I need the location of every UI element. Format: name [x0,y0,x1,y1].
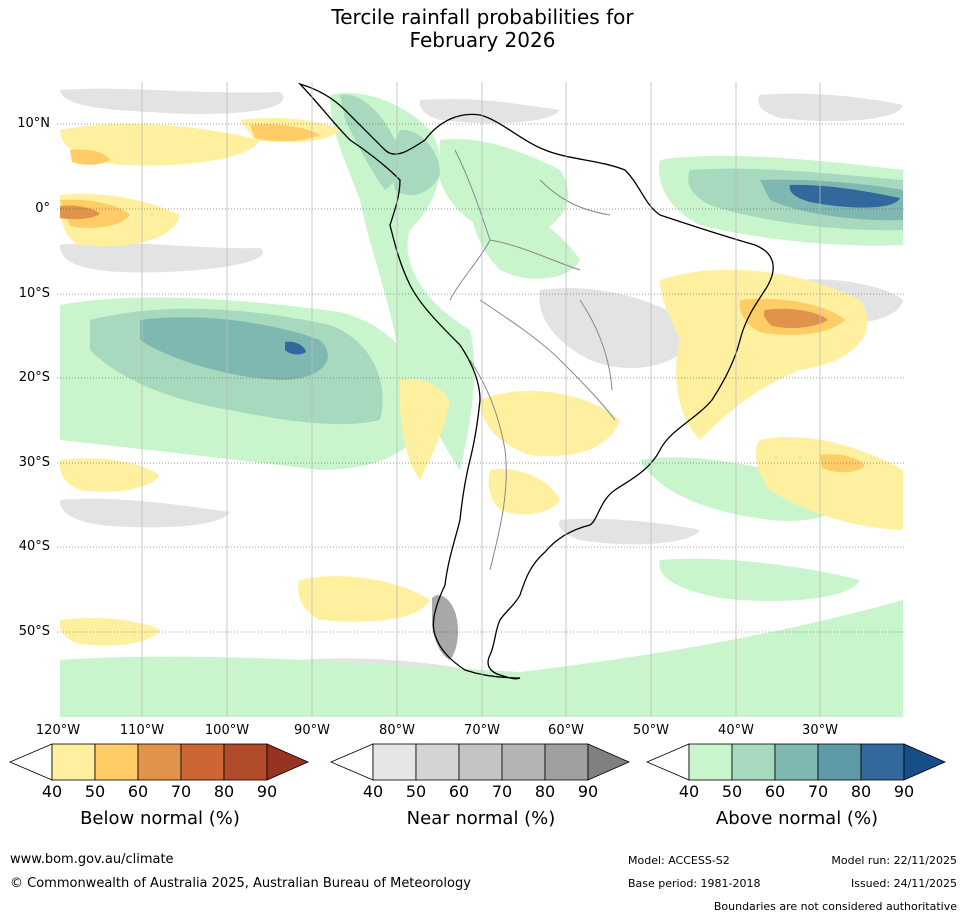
lat-label: 20°S [18,370,50,385]
lat-label: 50°S [18,624,50,639]
legend-tick: 90 [256,782,278,801]
lat-label: 0° [35,201,50,216]
above-normal-darkest-shading [285,184,900,355]
lat-label: 40°S [18,539,50,554]
lon-label: 40°W [718,723,754,738]
legend-tick: 70 [491,782,513,801]
lat-label: 10°S [18,286,50,301]
colorbar-segment [51,743,96,781]
lon-label: 110°W [119,723,165,738]
footer-copyright: © Commonwealth of Australia 2025, Austra… [10,876,471,891]
colorbar-segment [223,743,268,781]
colorbar-high-arrow [903,743,946,781]
legend-tick: 40 [678,782,700,801]
map-title-line1: Tercile rainfall probabilities for [331,5,634,29]
legend-tick: 50 [405,782,427,801]
legend-tick: 40 [362,782,384,801]
lon-label: 100°W [204,723,250,738]
colorbar-segment [817,743,862,781]
colorbar-high-arrow [587,743,630,781]
legend-tick: 80 [213,782,235,801]
footer-model: Model: ACCESS-S2 [628,854,730,867]
legend-tick: 70 [170,782,192,801]
colorbar-segment [774,743,819,781]
rainfall-probability-map [57,82,905,717]
continent-coastline [297,82,774,680]
lat-label: 30°S [18,455,50,470]
legend-tick: 60 [127,782,149,801]
footer-url[interactable]: www.bom.gov.au/climate [10,852,174,867]
colorbar-low-arrow [8,743,53,781]
colorbar-segment [688,743,733,781]
colorbar-segment [731,743,776,781]
lon-label: 50°W [633,723,669,738]
colorbar-segment [137,743,182,781]
legend-tick: 70 [807,782,829,801]
legend-tick: 60 [448,782,470,801]
above-normal-colorbar [645,743,946,781]
footer-issued: Issued: 24/11/2025 [850,877,957,890]
colorbar-segment [372,743,417,781]
legend-tick: 40 [41,782,63,801]
legend-title-below: Below normal (%) [80,808,240,829]
legend-tick: 90 [893,782,915,801]
lon-label: 30°W [802,723,838,738]
legend-tick: 80 [850,782,872,801]
lon-label: 90°W [294,723,330,738]
map-title-line2: February 2026 [409,28,556,52]
graticule [57,123,905,633]
footer-model-run: Model run: 22/11/2025 [831,854,957,867]
legend-tick: 50 [84,782,106,801]
legend-tick: 50 [721,782,743,801]
lat-label: 10°N [17,116,50,131]
colorbar-high-arrow [266,743,309,781]
colorbar-segment [501,743,546,781]
colorbar-segment [458,743,503,781]
legend-tick: 90 [577,782,599,801]
colorbar-segment [415,743,460,781]
lon-label: 60°W [548,723,584,738]
footer-base-period: Base period: 1981-2018 [628,877,761,890]
colorbar-segment [860,743,905,781]
colorbar-segment [180,743,225,781]
legend-tick: 80 [534,782,556,801]
lon-label: 120°W [35,723,81,738]
legend-tick: 60 [764,782,786,801]
colorbar-low-arrow [645,743,690,781]
near-normal-colorbar [329,743,630,781]
footer-disclaimer: Boundaries are not considered authoritat… [713,900,957,913]
lon-label: 70°W [464,723,500,738]
colorbar-segment [544,743,589,781]
colorbar-segment [94,743,139,781]
lon-label: 80°W [379,723,415,738]
meridians [141,82,821,717]
legend-title-near: Near normal (%) [406,808,556,829]
legend-title-above: Above normal (%) [715,808,879,829]
country-borders [449,149,616,571]
below-normal-colorbar [8,743,309,781]
below-normal-mid-shading [60,124,865,473]
colorbar-low-arrow [329,743,374,781]
